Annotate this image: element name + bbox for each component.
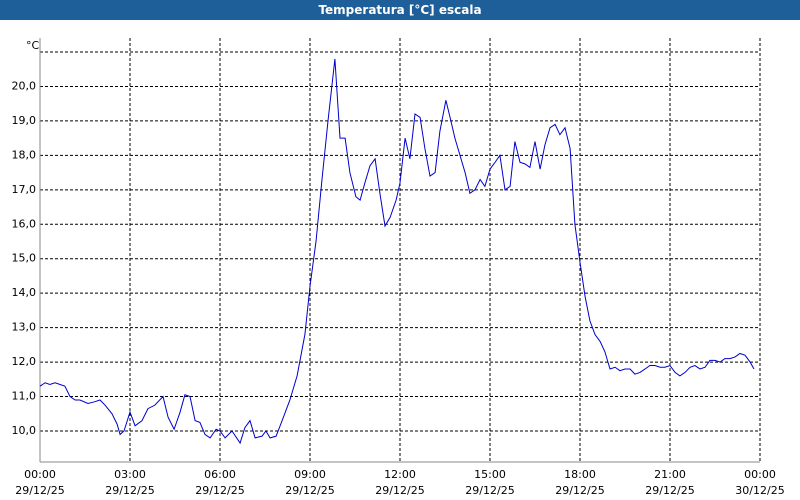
x-tick-label: 15:00 (474, 468, 506, 481)
y-tick-label: 11,0 (12, 390, 37, 403)
x-tick-label: 09:00 (294, 468, 326, 481)
x-tick-label: 18:00 (564, 468, 596, 481)
x-tick-label: 03:00 (114, 468, 146, 481)
y-tick-label: 12,0 (12, 355, 37, 368)
x-tick-date: 29/12/25 (555, 484, 604, 497)
x-tick-date: 29/12/25 (285, 484, 334, 497)
x-tick-date: 29/12/25 (195, 484, 244, 497)
x-tick-label: 06:00 (204, 468, 236, 481)
y-tick-label: 20,0 (12, 79, 37, 92)
unit-label: °C (26, 39, 40, 52)
x-tick-date: 29/12/25 (15, 484, 64, 497)
x-tick-label: 00:00 (24, 468, 56, 481)
y-tick-label: 14,0 (12, 286, 37, 299)
x-tick-date: 29/12/25 (645, 484, 694, 497)
x-tick-date: 30/12/25 (735, 484, 784, 497)
y-tick-label: 19,0 (12, 114, 37, 127)
x-tick-label: 21:00 (654, 468, 686, 481)
x-tick-date: 29/12/25 (105, 484, 154, 497)
y-tick-label: 18,0 (12, 148, 37, 161)
x-tick-label: 12:00 (384, 468, 416, 481)
y-tick-label: 15,0 (12, 252, 37, 265)
y-tick-label: 13,0 (12, 321, 37, 334)
y-tick-label: 17,0 (12, 183, 37, 196)
title-bar: Temperatura [°C] escala (0, 0, 800, 20)
data-line (39, 58, 755, 445)
y-tick-label: 16,0 (12, 217, 37, 230)
x-tick-date: 29/12/25 (375, 484, 424, 497)
y-tick-label: 10,0 (12, 424, 37, 437)
x-tick-label: 00:00 (744, 468, 776, 481)
x-tick-date: 29/12/25 (465, 484, 514, 497)
